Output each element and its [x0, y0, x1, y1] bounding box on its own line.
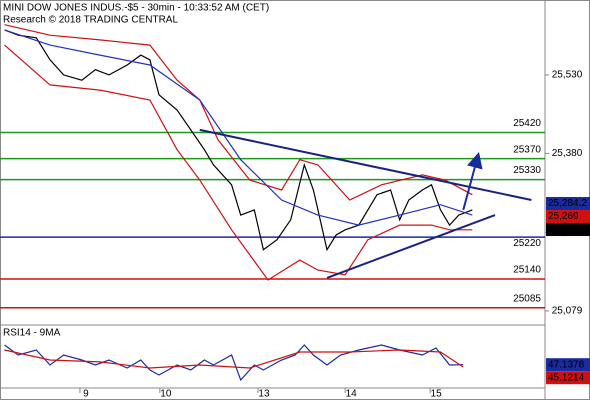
- level-label: 25085: [513, 293, 541, 304]
- y-tick-label: 25,380: [552, 148, 583, 159]
- last-value-label: 45.1214: [548, 372, 585, 383]
- last-value-box: [546, 197, 590, 211]
- y-tick-label: 25,530: [552, 70, 583, 81]
- series-line: [4, 29, 473, 226]
- chart-title: MINI DOW JONES INDUS.-$5 - 30min - 10:33…: [3, 3, 269, 14]
- chart-subtitle: Research © 2018 TRADING CENTRAL: [3, 15, 178, 26]
- level-label: 25140: [513, 265, 541, 276]
- trendline: [199, 128, 532, 201]
- last-value-box: [546, 210, 590, 224]
- y-tick-label: 25,079: [552, 306, 583, 317]
- plot: 25,07925,22925,38025,5302542025370253302…: [0, 24, 590, 400]
- level-label: 25370: [513, 144, 541, 155]
- level-label: 25220: [513, 238, 541, 249]
- level-label: 25330: [513, 165, 541, 176]
- level-label: 25420: [513, 118, 541, 129]
- last-value-label: 47.1378: [548, 359, 585, 370]
- series-line: [4, 349, 464, 369]
- series-line: [4, 29, 473, 252]
- series-line: [4, 24, 473, 201]
- arrow: [462, 151, 483, 211]
- x-tick-label: 13: [258, 389, 270, 400]
- last-value-box: [546, 223, 590, 237]
- x-tick-label: 10: [160, 389, 172, 400]
- last-value-label: 25,269: [548, 211, 579, 222]
- trendline: [326, 214, 496, 279]
- last-value-label: 25,284.2: [548, 198, 587, 209]
- rsi-title: RSI14 - 9MA: [3, 328, 61, 339]
- last-value-box: [546, 358, 590, 372]
- last-value-box: [546, 371, 590, 385]
- x-tick-label: 14: [346, 389, 358, 400]
- x-tick-label: 15: [431, 389, 443, 400]
- x-tick-label: 9: [83, 389, 89, 400]
- series-line: [4, 44, 473, 281]
- last-value-label: 25,264: [548, 224, 579, 235]
